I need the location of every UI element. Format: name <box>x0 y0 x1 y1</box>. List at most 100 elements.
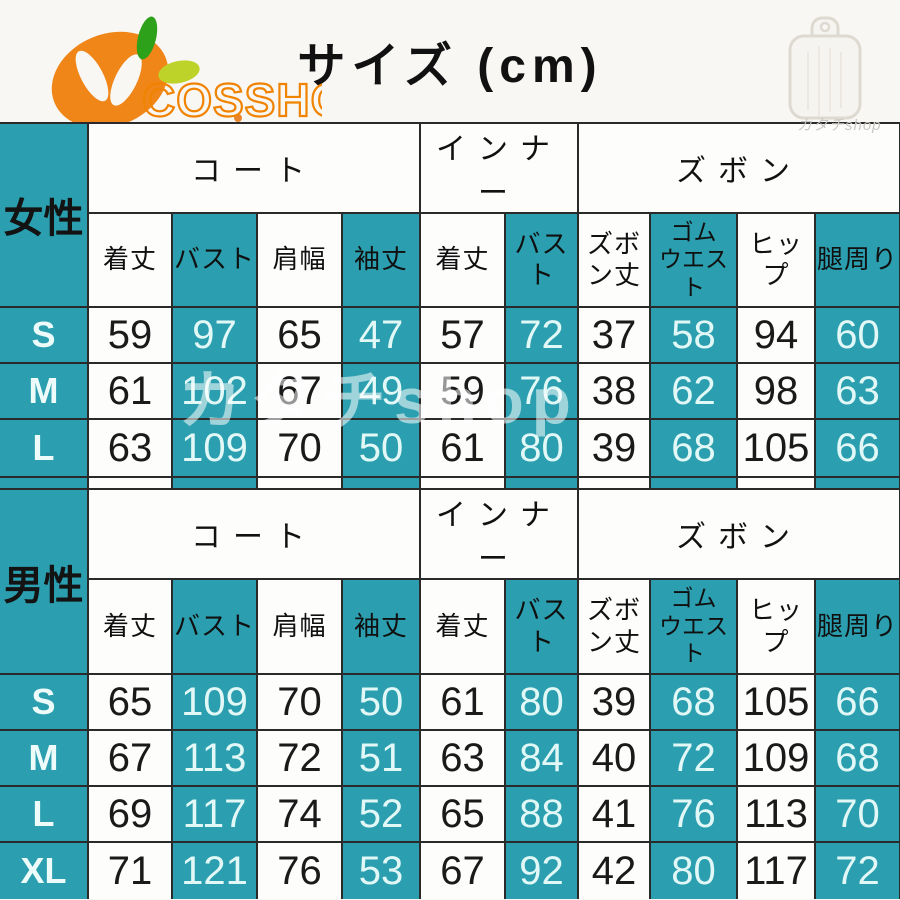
value-cell: 61 <box>419 418 506 478</box>
value-cell: 109 <box>171 418 258 478</box>
value-cell: 69 <box>87 785 173 843</box>
value-cell: 58 <box>649 306 738 364</box>
col-header: ゴム ウエスト <box>649 578 738 675</box>
value-cell: 63 <box>419 729 506 787</box>
value-cell: 74 <box>256 785 343 843</box>
value-cell: 113 <box>171 729 258 787</box>
col-header: バスト <box>171 212 258 308</box>
col-header: バスト <box>171 578 258 675</box>
value-cell: 94 <box>736 306 816 364</box>
col-header: ヒップ <box>736 578 816 675</box>
value-cell: 50 <box>341 418 421 478</box>
value-cell: 68 <box>814 729 900 787</box>
col-header: 着丈 <box>88 578 173 675</box>
value-cell: 105 <box>736 673 816 731</box>
value-cell: 97 <box>171 306 258 364</box>
table-row: S 65 109 70 50 61 80 39 68 105 66 <box>0 673 900 731</box>
value-cell: 51 <box>341 729 421 787</box>
value-cell: 39 <box>577 673 651 731</box>
group-coat: コート <box>87 122 421 214</box>
value-cell: 72 <box>814 841 900 899</box>
group-inner: インナー <box>419 488 579 580</box>
value-cell: 76 <box>504 362 579 420</box>
brand-logo: COSSHOP <box>51 16 322 129</box>
col-header: ズボ ン丈 <box>577 212 651 308</box>
header: COSSHOP サイズ (cm) <box>0 0 900 129</box>
value-cell: 67 <box>256 362 343 420</box>
value-cell: 41 <box>577 785 651 843</box>
value-cell: 71 <box>87 841 173 899</box>
value-cell: 84 <box>504 729 579 787</box>
value-cell: 109 <box>171 673 258 731</box>
value-cell: 60 <box>814 306 900 364</box>
table-row: XL 71 121 76 53 67 92 42 80 117 72 <box>0 841 900 899</box>
col-header: 腿周り <box>814 212 900 308</box>
col-header: 着丈 <box>419 212 506 308</box>
size-label: L <box>0 418 89 478</box>
group-pants: ズボン <box>577 122 900 214</box>
value-cell: 63 <box>87 418 173 478</box>
value-cell: 38 <box>577 362 651 420</box>
value-cell: 68 <box>649 418 738 478</box>
size-label: L <box>0 785 89 843</box>
value-cell: 117 <box>736 841 816 899</box>
value-cell: 62 <box>649 362 738 420</box>
value-cell: 52 <box>341 785 421 843</box>
value-cell: 80 <box>504 673 579 731</box>
value-cell: 49 <box>341 362 421 420</box>
value-cell: 76 <box>256 841 343 899</box>
col-header: 袖丈 <box>341 212 421 308</box>
orange-fruit-icon <box>51 16 242 129</box>
value-cell: 66 <box>814 673 900 731</box>
value-cell: 67 <box>419 841 506 899</box>
value-cell: 47 <box>341 306 421 364</box>
value-cell: 88 <box>504 785 579 843</box>
value-cell: 72 <box>504 306 579 364</box>
col-header: バスト <box>504 578 579 675</box>
value-cell: 61 <box>87 362 173 420</box>
value-cell: 39 <box>577 418 651 478</box>
page-title: サイズ (cm) <box>297 40 603 93</box>
value-cell: 80 <box>649 841 738 899</box>
table-row: M 61 102 67 49 59 76 38 62 98 63 <box>0 362 900 420</box>
group-pants: ズボン <box>577 488 900 580</box>
value-cell: 63 <box>814 362 900 420</box>
size-table-men: 男性 コート インナー ズボン 着丈 バスト 肩幅 袖丈 着丈 バスト ズボ ン… <box>0 488 900 899</box>
value-cell: 67 <box>87 729 173 787</box>
col-header: ヒップ <box>736 212 816 308</box>
value-cell: 37 <box>577 306 651 364</box>
size-label: S <box>0 306 89 364</box>
value-cell: 57 <box>419 306 506 364</box>
value-cell: 72 <box>649 729 738 787</box>
value-cell: 65 <box>87 673 173 731</box>
value-cell: 98 <box>736 362 816 420</box>
value-cell: 70 <box>256 418 343 478</box>
value-cell: 50 <box>341 673 421 731</box>
value-cell: 102 <box>171 362 258 420</box>
value-cell: 66 <box>814 418 900 478</box>
col-header: 肩幅 <box>256 578 343 675</box>
value-cell: 105 <box>736 418 816 478</box>
size-table-women: 女性 コート インナー ズボン 着丈 バスト 肩幅 袖丈 着丈 バスト ズボ ン… <box>0 122 900 534</box>
gender-label: 男性 <box>0 488 89 675</box>
value-cell: 121 <box>171 841 258 899</box>
value-cell: 109 <box>736 729 816 787</box>
value-cell: 40 <box>577 729 651 787</box>
value-cell: 59 <box>87 306 173 364</box>
value-cell: 61 <box>419 673 506 731</box>
col-header: ズボ ン丈 <box>577 578 651 675</box>
col-header: 袖丈 <box>341 578 421 675</box>
value-cell: 53 <box>341 841 421 899</box>
col-header: 腿周り <box>814 578 900 675</box>
table-row: S 59 97 65 47 57 72 37 58 94 60 <box>0 306 900 364</box>
table-row: L 69 117 74 52 65 88 41 76 113 70 <box>0 785 900 843</box>
brand-name: COSSHOP <box>142 74 322 126</box>
value-cell: 65 <box>419 785 506 843</box>
column-header-row: 着丈 バスト 肩幅 袖丈 着丈 バスト ズボ ン丈 ゴム ウエスト ヒップ 腿周… <box>0 578 900 675</box>
col-header: 肩幅 <box>256 212 343 308</box>
cutting-board-icon <box>788 16 862 120</box>
group-inner: インナー <box>419 122 579 214</box>
value-cell: 80 <box>504 418 579 478</box>
col-header: 着丈 <box>419 578 506 675</box>
value-cell: 92 <box>504 841 579 899</box>
